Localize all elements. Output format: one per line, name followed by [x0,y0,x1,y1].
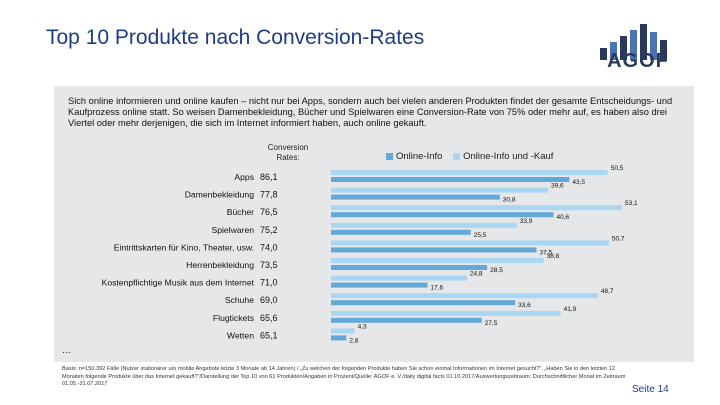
bar-online-info [331,247,537,253]
data-label-info: 30,8 [503,197,516,204]
bar-online-info-kauf [331,187,549,193]
legend-item-info: Online-Info [386,151,445,162]
bar-online-info [331,300,516,306]
data-label-info-kauf: 38,8 [547,253,560,260]
conversion-rates-header: Conversion Rates: [267,143,309,162]
data-label-info-kauf: 50,5 [611,165,624,172]
logo-text: AGOF [607,50,669,72]
bar-online-info-kauf [331,258,544,263]
data-label-info-kauf: 39,6 [551,183,564,190]
data-label-info: 17,6 [430,285,443,292]
bar-online-info [331,194,500,200]
bar-online-info [331,317,482,323]
category-label: Wetten [227,330,254,340]
bar-online-info [331,177,570,182]
bar-online-info [331,229,471,235]
bar-online-info [331,212,554,218]
data-label-info-kauf: 50,7 [612,235,625,242]
category-label: Herrenbekleidung [186,260,254,270]
bar-online-info-kauf [331,170,608,175]
data-label-info: 25,5 [474,232,487,239]
chart-legend: Online-Info Online-Info und -Kauf [386,151,561,162]
page-title: Top 10 Produkte nach Conversion-Rates [46,26,425,49]
category-label: Bücher [227,207,254,217]
conversion-rate-value: 71,0 [260,278,278,288]
data-label-info-kauf: 33,9 [520,218,533,225]
conversion-rate-value: 65,6 [260,313,278,323]
data-label-info: 28,5 [490,267,503,274]
bar-online-info-kauf [331,240,609,246]
category-label: Eintrittskarten für Kino, Theater, usw. [114,242,254,252]
bar-online-info-kauf [331,293,598,299]
data-label-info-kauf: 41,9 [564,306,577,313]
conversion-rate-value: 74,0 [260,242,278,252]
bar-online-info [331,282,428,288]
conversion-rate-value: 73,5 [260,260,278,270]
bar-online-info [331,265,488,270]
agof-logo-icon [600,24,667,60]
bar-online-info-kauf [331,205,622,211]
conversion-rate-value: 86,1 [260,172,278,182]
data-label-info-kauf: 4,3 [358,323,367,330]
category-label: Schuhe [225,295,254,305]
category-label: Apps [234,172,254,182]
data-label-info: 37,5 [540,249,553,256]
data-label-info: 43,5 [572,179,585,186]
category-label: Spielwaren [211,225,254,235]
data-label-info: 27,5 [485,320,498,327]
intro-text: Sich online informieren und online kaufe… [68,96,673,128]
conversion-rate-value: 75,2 [260,225,278,235]
conversion-rate-value: 65,1 [260,330,278,340]
bar-online-info-kauf [331,275,467,281]
data-label-info-kauf: 53,1 [625,200,638,207]
data-label-info-kauf: 48,7 [601,288,614,295]
conversion-rate-value: 69,0 [260,295,278,305]
bar-online-info-kauf [331,328,355,334]
legend-item-info-kauf: Online-Info und -Kauf [453,151,553,162]
category-label: Flugtickets [213,313,254,323]
conversion-rate-value: 77,8 [260,190,278,200]
conversion-rate-value: 76,5 [260,207,278,217]
bar-online-info-kauf [331,310,561,316]
data-label-info: 33,6 [518,302,531,309]
bar-online-info [331,335,347,341]
data-label-info: 40,6 [556,214,569,221]
bar-online-info-kauf [331,222,517,228]
category-label: Kostenpflichtige Musik aus dem Internet [102,278,255,288]
category-label: Damenbekleidung [185,190,254,200]
ellipsis: ... [62,346,71,356]
data-label-info: 2,8 [349,337,358,344]
page-number: Seite 14 [632,384,669,395]
footnote: Basis: n=150.392 Fälle (Nutzer stationär… [62,366,626,388]
data-label-info-kauf: 24,8 [470,271,483,278]
